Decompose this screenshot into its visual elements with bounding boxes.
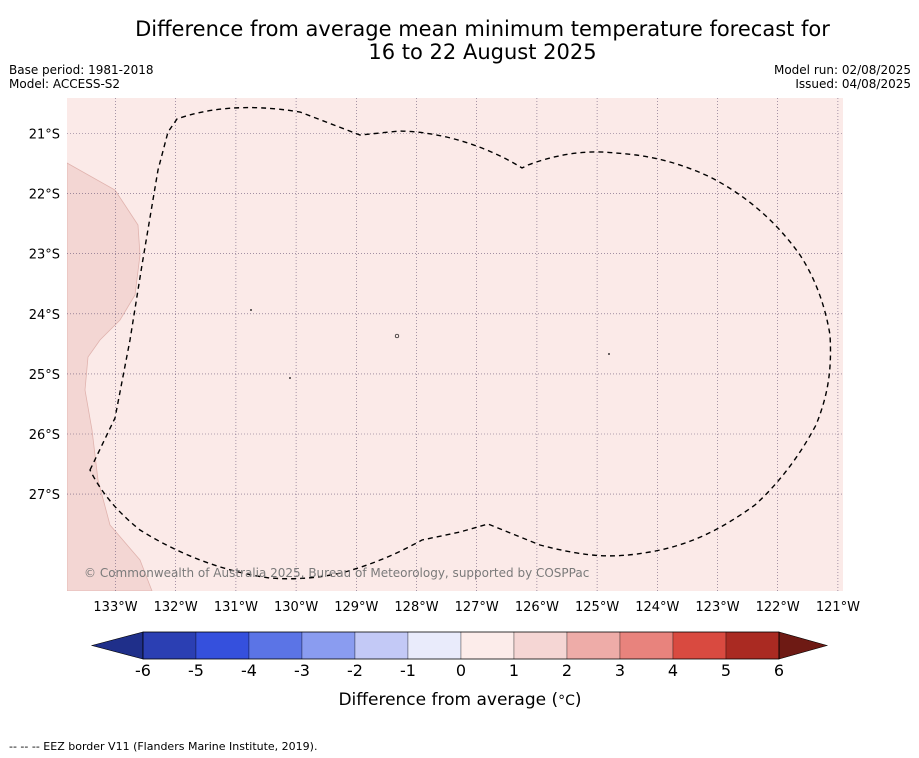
colorbar-tick-label: 4 bbox=[668, 661, 678, 680]
model-run: Model run: 02/08/2025 bbox=[773, 63, 911, 77]
colorbar-segment bbox=[407, 631, 462, 660]
title-line-2: 16 to 22 August 2025 bbox=[368, 40, 597, 64]
longitude-label: 130°W bbox=[274, 600, 318, 615]
colorbar-tick-label: -1 bbox=[400, 661, 416, 680]
islet-3 bbox=[289, 377, 291, 379]
colorbar-min-extension bbox=[90, 631, 144, 660]
longitude-label: 127°W bbox=[455, 600, 499, 615]
eez-border bbox=[89, 106, 832, 580]
longitude-label: 131°W bbox=[214, 600, 258, 615]
copyright-notice: © Commonwealth of Australia 2025, Bureau… bbox=[84, 566, 589, 580]
longitude-label: 129°W bbox=[334, 600, 378, 615]
colorbar-tick-label: 2 bbox=[562, 661, 572, 680]
latitude-label: 21°S bbox=[29, 128, 60, 143]
latitude-label: 22°S bbox=[29, 188, 60, 203]
colorbar-frame bbox=[142, 631, 780, 660]
colorbar-tick-label: 0 bbox=[456, 661, 466, 680]
latitude-label: 24°S bbox=[29, 308, 60, 323]
map-area bbox=[67, 98, 843, 591]
colorbar-segment bbox=[354, 631, 409, 660]
colorbar-label: Difference from average (°C) bbox=[338, 690, 581, 710]
colorbar-tick-label: 3 bbox=[615, 661, 625, 680]
colorbar-tick-labels: -6 -5 -4 -3 -2 -1 0 1 2 3 4 5 6 bbox=[135, 661, 784, 680]
graticule bbox=[67, 98, 843, 591]
model-name: Model: ACCESS-S2 bbox=[9, 77, 121, 91]
map-title: Difference from average mean minimum tem… bbox=[0, 18, 919, 64]
colorbar-label-unit: °C bbox=[558, 693, 575, 709]
islet-1 bbox=[250, 309, 252, 311]
latitude-labels: 21°S 22°S 23°S 24°S 25°S 26°S 27°S bbox=[29, 128, 60, 504]
longitude-label: 125°W bbox=[575, 600, 619, 615]
islet-2 bbox=[394, 333, 400, 339]
colorbar-segment bbox=[566, 631, 621, 660]
eez-footnote: -- -- -- EEZ border V11 (Flanders Marine… bbox=[9, 740, 318, 753]
colorbar bbox=[90, 631, 829, 660]
colorbar-segment bbox=[248, 631, 303, 660]
longitude-label: 121°W bbox=[816, 600, 860, 615]
longitude-label: 132°W bbox=[154, 600, 198, 615]
colorbar-tick-label: -4 bbox=[241, 661, 257, 680]
longitude-labels: 133°W 132°W 131°W 130°W 129°W 128°W 127°W 126°W… bbox=[93, 600, 860, 615]
colorbar-tick-label: 1 bbox=[509, 661, 519, 680]
title-line-1: Difference from average mean minimum tem… bbox=[135, 17, 830, 41]
longitude-label: 124°W bbox=[635, 600, 679, 615]
meta-right: Model run: 02/08/2025 Issued: 04/08/2025 bbox=[774, 63, 911, 91]
latitude-label: 27°S bbox=[29, 488, 60, 503]
longitude-label: 122°W bbox=[756, 600, 800, 615]
colorbar-segment bbox=[513, 631, 568, 660]
islet-4 bbox=[608, 353, 610, 355]
colorbar-tick-label: -2 bbox=[347, 661, 363, 680]
colorbar-segment bbox=[619, 631, 674, 660]
colorbar-tick-label: -6 bbox=[135, 661, 151, 680]
colorbar-segment bbox=[195, 631, 250, 660]
island-landmass bbox=[67, 162, 153, 591]
longitude-label: 133°W bbox=[93, 600, 137, 615]
longitude-label: 123°W bbox=[695, 600, 739, 615]
colorbar-tick-label: 6 bbox=[774, 661, 784, 680]
latitude-label: 23°S bbox=[29, 248, 60, 263]
colorbar-tick-label: -5 bbox=[188, 661, 204, 680]
colorbar-tick-label: 5 bbox=[721, 661, 731, 680]
longitude-label: 128°W bbox=[394, 600, 438, 615]
latitude-label: 25°S bbox=[29, 368, 60, 383]
meta-left: Base period: 1981-2018 Model: ACCESS-S2 bbox=[9, 63, 154, 91]
latitude-label: 26°S bbox=[29, 428, 60, 443]
colorbar-max-extension bbox=[778, 631, 829, 660]
issued-date: Issued: 04/08/2025 bbox=[795, 77, 911, 91]
base-period: Base period: 1981-2018 bbox=[9, 63, 154, 77]
colorbar-segment bbox=[460, 631, 515, 660]
colorbar-tick-label: -3 bbox=[294, 661, 310, 680]
colorbar-segment bbox=[725, 631, 780, 660]
colorbar-segment bbox=[301, 631, 356, 660]
colorbar-segment bbox=[672, 631, 727, 660]
colorbar-label-close: ) bbox=[575, 690, 582, 710]
longitude-label: 126°W bbox=[515, 600, 559, 615]
colorbar-segment bbox=[142, 631, 197, 660]
colorbar-label-text: Difference from average ( bbox=[338, 690, 558, 710]
